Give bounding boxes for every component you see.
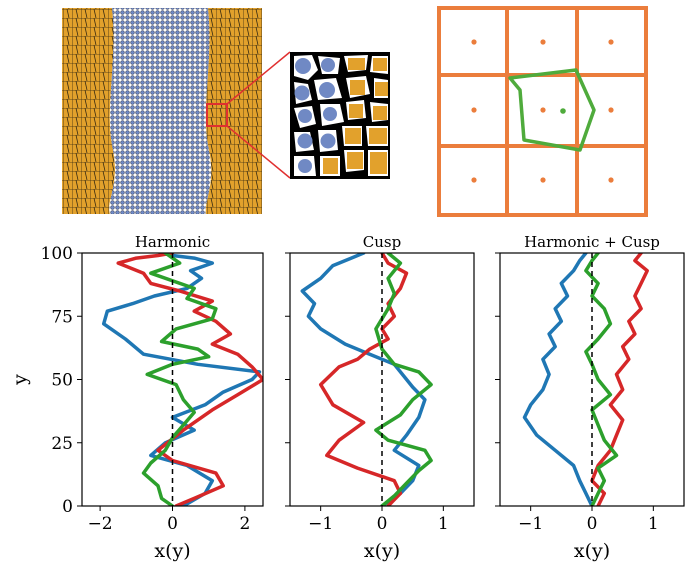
y-axis-label: y (9, 374, 31, 386)
y-tick-label: 75 (51, 307, 73, 327)
series-line-red (590, 253, 649, 506)
x-tick-label: −2 (88, 514, 113, 534)
zoom-box (206, 103, 228, 127)
series-line-blue (522, 253, 594, 506)
lattice-frame (437, 6, 648, 217)
zoom-line-top (226, 51, 291, 105)
series-line-red (116, 253, 263, 506)
series-line-green (584, 253, 619, 506)
y-tick-label: 100 (41, 244, 73, 264)
y-tick-label: 25 (51, 434, 73, 454)
y-tick-label: 0 (62, 497, 73, 517)
series-line-blue (300, 253, 427, 506)
zoom-line-bottom (226, 125, 291, 179)
x-tick-label: 2 (239, 514, 250, 534)
chart-panel-2: −1 0 1 Cusp x(y) (285, 233, 475, 562)
grain-region-orange-left (62, 8, 115, 214)
zoom-inset (290, 52, 390, 179)
series-line-blue (101, 253, 262, 506)
x-tick-label: −1 (518, 514, 543, 534)
chart-title: Harmonic (135, 233, 210, 251)
chart-panel-1: −2 0 2 0 25 50 75 100 Harmonic x(y) y (9, 233, 264, 562)
grain-region-orange-right (205, 8, 262, 214)
displaced-site (560, 108, 566, 114)
chart-panel-3: −1 0 1 Harmonic + Cusp x(y) (495, 233, 685, 562)
x-tick-label: −1 (308, 514, 333, 534)
x-tick-label: 0 (587, 514, 598, 534)
x-axis-label: x(y) (154, 540, 190, 562)
series-line-green (374, 253, 433, 506)
grain-simulation-panel (62, 8, 291, 214)
series-line-red (318, 253, 409, 506)
x-tick-label: 1 (438, 514, 449, 534)
chart-title: Harmonic + Cusp (524, 233, 660, 251)
voronoi-cell (508, 68, 596, 152)
grain-region-blue (109, 8, 212, 214)
series-group (522, 253, 649, 506)
x-axis-label: x(y) (574, 540, 610, 562)
x-tick-label: 1 (648, 514, 659, 534)
lattice-diagram (437, 6, 648, 217)
x-tick-label: 0 (167, 514, 178, 534)
lattice-sites (471, 39, 614, 183)
series-line-green (141, 253, 218, 506)
series-group (300, 253, 433, 506)
x-axis-label: x(y) (364, 540, 400, 562)
y-tick-label: 50 (51, 371, 73, 391)
chart-title: Cusp (363, 233, 401, 251)
x-tick-label: 0 (377, 514, 388, 534)
series-group (101, 253, 263, 506)
